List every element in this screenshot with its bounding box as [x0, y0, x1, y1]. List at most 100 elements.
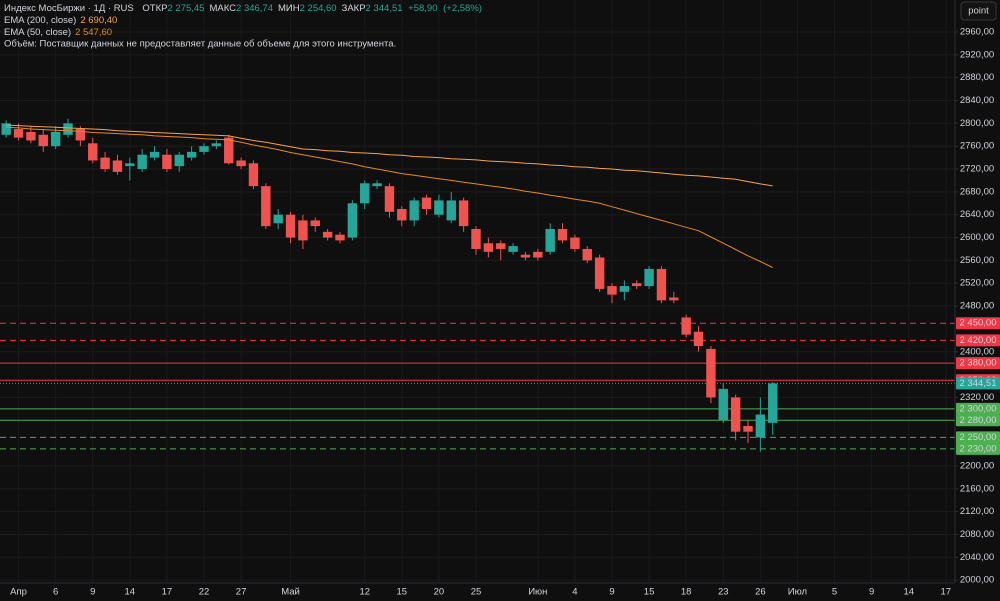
candle-body: [545, 228, 555, 252]
y-tick-label: 2000,00: [960, 575, 994, 586]
level-label: 2 380,00: [960, 358, 997, 369]
candle-body: [681, 317, 691, 335]
candle-body: [261, 186, 271, 227]
candle-body: [13, 129, 24, 138]
change-percent: (+2,58%): [443, 3, 482, 14]
candle-body: [520, 254, 531, 258]
level-label-box: [956, 414, 1000, 427]
candle-body: [755, 414, 766, 438]
legend-value: 2 690,40: [80, 15, 117, 26]
x-tick-label: 12: [359, 587, 370, 598]
x-tick-label: 14: [125, 587, 136, 598]
legend-entry: EMA (50, close) 2 547,60: [4, 27, 112, 38]
candle-body: [496, 243, 506, 249]
ohlc-value: 2 344,51: [366, 3, 403, 14]
candle-body: [718, 388, 728, 421]
y-tick-label: 2320,00: [960, 392, 994, 403]
plot: [0, 118, 955, 452]
x-tick-label: 9: [90, 587, 95, 598]
legend-name: EMA (50, close): [4, 27, 71, 38]
y-tick-label: 2920,00: [960, 49, 994, 60]
button-label[interactable]: point: [968, 6, 989, 17]
level-label-box: [956, 334, 1000, 347]
candle-body: [619, 286, 630, 292]
candle-body: [347, 203, 358, 238]
level-label: 2 280,00: [960, 415, 997, 426]
level-label: 2 250,00: [960, 432, 997, 443]
candle-body: [26, 131, 36, 141]
header-line: Индекс МосБиржи · 1Д · RUS ОТКР2 275,45 М…: [4, 3, 482, 14]
candle-body: [1, 123, 11, 135]
change: +58,90: [408, 3, 437, 14]
candle-body: [174, 154, 184, 167]
candle-body: [384, 186, 395, 212]
level-label-box: [956, 431, 1000, 444]
axes: 2000,00 2040,00 2080,00 2120,00 2160,00 2200,…: [10, 26, 1000, 598]
legend: Индекс МосБиржи · 1Д · RUS ОТКР2 275,45 М…: [4, 3, 482, 50]
x-tick-label: 6: [53, 587, 58, 598]
candle-body: [211, 143, 222, 147]
candle-body: [409, 200, 419, 221]
y-tick-label: 2760,00: [960, 141, 994, 152]
candle-body: [557, 228, 568, 241]
ema-line: [6, 124, 773, 187]
y-tick-label: 2520,00: [960, 278, 994, 289]
candle-body: [335, 234, 345, 241]
candle-body: [768, 383, 778, 423]
y-tick-label: 2640,00: [960, 209, 994, 220]
x-tick-label: 23: [718, 587, 729, 598]
candle-body: [706, 348, 716, 398]
y-tick-label: 2160,00: [960, 483, 994, 494]
candle-body: [471, 228, 481, 249]
x-tick-label: 9: [609, 587, 614, 598]
x-tick-label: Апр: [10, 587, 27, 598]
level-label: 2 420,00: [960, 335, 997, 346]
level-label: 2 344,51: [960, 378, 997, 389]
level-label-box: [956, 442, 1000, 455]
ema-line: [6, 126, 773, 268]
grid: [0, 0, 955, 583]
candle-body: [285, 214, 296, 238]
candle-body: [508, 246, 518, 252]
candle-body: [656, 268, 667, 301]
candle-body: [730, 397, 741, 432]
candle-body: [434, 200, 444, 215]
candle-body: [248, 163, 259, 187]
level-label: 2 230,00: [960, 443, 997, 454]
legend-value: 2 547,60: [75, 27, 112, 38]
level-label-box: [956, 357, 1000, 370]
x-tick-label: 17: [162, 587, 173, 598]
ohlc-name: МИН: [278, 3, 300, 14]
candle-body: [273, 214, 283, 224]
ohlc-name: ОТКР: [142, 3, 167, 14]
candle-body: [224, 137, 234, 164]
x-tick-label: 18: [681, 587, 692, 598]
candle-body: [397, 208, 407, 221]
x-tick-label: 20: [434, 587, 445, 598]
candle-body: [236, 160, 246, 167]
ohlc-name: ЗАКР: [342, 3, 366, 14]
candle-body: [533, 251, 543, 258]
y-tick-label: 2600,00: [960, 232, 994, 243]
candle-body: [594, 257, 605, 289]
candle-body: [75, 129, 86, 141]
point-button[interactable]: point: [960, 1, 997, 21]
ohlc-value: 2 254,60: [300, 3, 337, 14]
candle-body: [693, 331, 704, 347]
level-label: 2 300,00: [960, 403, 997, 414]
x-tick-label: 26: [755, 587, 766, 598]
candle-body: [100, 157, 110, 170]
candle-body: [372, 183, 382, 187]
level-label-box: [956, 377, 1000, 390]
y-tick-label: 2560,00: [960, 255, 994, 266]
candle-body: [50, 131, 61, 147]
button-frame[interactable]: [960, 1, 997, 21]
x-tick-label: Май: [281, 587, 300, 598]
candle-body: [582, 248, 592, 261]
ohlc-values: ОТКР2 275,45 МАКС2 346,74 МИН2 254,60 ЗАКР2…: [142, 3, 402, 14]
x-tick-label: 15: [397, 587, 408, 598]
candle-body: [570, 237, 580, 249]
candle-body: [149, 151, 160, 158]
